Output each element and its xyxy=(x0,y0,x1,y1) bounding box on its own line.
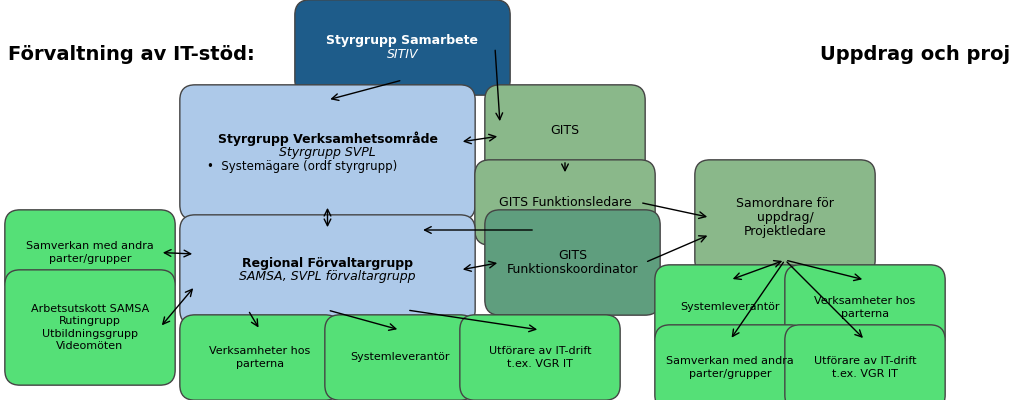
FancyBboxPatch shape xyxy=(295,0,511,95)
Text: Styrgrupp Verksamhetsområde: Styrgrupp Verksamhetsområde xyxy=(217,131,438,146)
Text: parter/grupper: parter/grupper xyxy=(688,369,771,379)
FancyBboxPatch shape xyxy=(785,325,945,400)
Text: GITS: GITS xyxy=(558,249,587,262)
Text: SITIV: SITIV xyxy=(387,48,419,61)
FancyBboxPatch shape xyxy=(5,270,175,385)
Text: Samverkan med andra: Samverkan med andra xyxy=(26,241,154,251)
Text: Regional Förvaltargrupp: Regional Förvaltargrupp xyxy=(242,256,413,270)
FancyBboxPatch shape xyxy=(5,210,175,295)
FancyBboxPatch shape xyxy=(655,325,805,400)
Text: Utförare av IT-drift: Utförare av IT-drift xyxy=(488,346,591,356)
Text: Systemleverantör: Systemleverantör xyxy=(350,352,450,362)
Text: Verksamheter hos: Verksamheter hos xyxy=(209,346,310,356)
Text: Arbetsutskott SAMSA: Arbetsutskott SAMSA xyxy=(31,304,150,314)
FancyBboxPatch shape xyxy=(180,215,475,325)
Text: Uppdrag och projekt:: Uppdrag och projekt: xyxy=(820,46,1011,64)
FancyBboxPatch shape xyxy=(785,265,945,350)
Text: GITS: GITS xyxy=(550,124,579,136)
Text: uppdrag/: uppdrag/ xyxy=(756,211,814,224)
Text: Samordnare för: Samordnare för xyxy=(736,197,834,210)
FancyBboxPatch shape xyxy=(325,315,475,400)
Text: parter/grupper: parter/grupper xyxy=(49,254,131,264)
FancyBboxPatch shape xyxy=(460,315,620,400)
FancyBboxPatch shape xyxy=(475,160,655,245)
Text: parterna: parterna xyxy=(236,359,284,369)
Text: Verksamheter hos: Verksamheter hos xyxy=(815,296,916,306)
Text: •  Systemägare (ordf styrgrupp): • Systemägare (ordf styrgrupp) xyxy=(207,160,397,173)
FancyBboxPatch shape xyxy=(695,160,876,275)
Text: SAMSA, SVPL förvaltargrupp: SAMSA, SVPL förvaltargrupp xyxy=(240,270,416,284)
Text: Utbildningsgrupp: Utbildningsgrupp xyxy=(42,329,137,339)
FancyBboxPatch shape xyxy=(485,85,645,175)
Text: Rutingrupp: Rutingrupp xyxy=(59,316,121,326)
Text: Funktionskoordinator: Funktionskoordinator xyxy=(507,263,638,276)
FancyBboxPatch shape xyxy=(485,210,660,315)
Text: Utförare av IT-drift: Utförare av IT-drift xyxy=(814,356,916,366)
Text: Samverkan med andra: Samverkan med andra xyxy=(666,356,794,366)
FancyBboxPatch shape xyxy=(655,265,805,350)
Text: t.ex. VGR IT: t.ex. VGR IT xyxy=(832,369,898,379)
Text: Projektledare: Projektledare xyxy=(744,225,826,238)
FancyBboxPatch shape xyxy=(180,85,475,220)
Text: Styrgrupp SVPL: Styrgrupp SVPL xyxy=(279,146,376,159)
Text: GITS Funktionsledare: GITS Funktionsledare xyxy=(498,196,631,209)
Text: Förvaltning av IT-stöd:: Förvaltning av IT-stöd: xyxy=(8,46,255,64)
Text: parterna: parterna xyxy=(841,309,889,319)
Text: Systemleverantör: Systemleverantör xyxy=(680,302,779,312)
Text: t.ex. VGR IT: t.ex. VGR IT xyxy=(508,359,573,369)
FancyBboxPatch shape xyxy=(180,315,340,400)
Text: Styrgrupp Samarbete: Styrgrupp Samarbete xyxy=(327,34,478,47)
Text: Videomöten: Videomöten xyxy=(57,341,123,351)
